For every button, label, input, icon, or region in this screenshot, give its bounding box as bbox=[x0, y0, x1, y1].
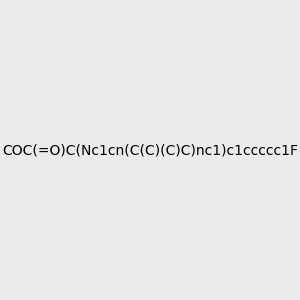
Text: COC(=O)C(Nc1cn(C(C)(C)C)nc1)c1ccccc1F: COC(=O)C(Nc1cn(C(C)(C)C)nc1)c1ccccc1F bbox=[2, 143, 298, 157]
